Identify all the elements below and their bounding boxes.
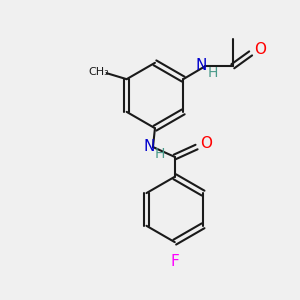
Text: CH₃: CH₃ (88, 67, 109, 77)
Text: H: H (207, 66, 218, 80)
Text: H: H (155, 147, 165, 161)
Text: F: F (170, 254, 179, 269)
Text: O: O (200, 136, 212, 151)
Text: O: O (254, 42, 266, 57)
Text: N: N (143, 139, 155, 154)
Text: N: N (196, 58, 207, 73)
